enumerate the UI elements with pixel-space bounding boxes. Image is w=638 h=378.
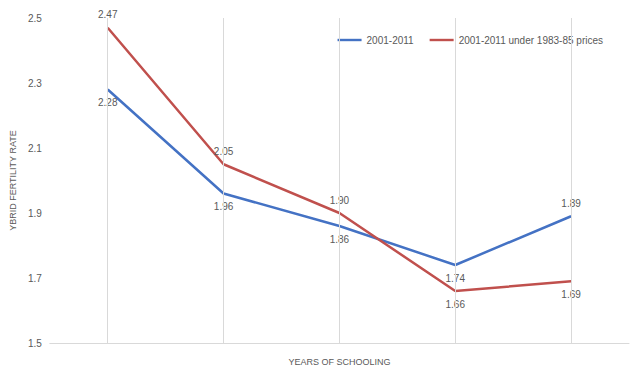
svg-text:2.1: 2.1 (28, 143, 42, 154)
svg-text:1.69: 1.69 (561, 288, 581, 300)
svg-text:2.28: 2.28 (98, 97, 118, 108)
svg-text:2.5: 2.5 (28, 13, 42, 24)
svg-text:1.89: 1.89 (561, 197, 581, 209)
svg-text:1.74: 1.74 (445, 272, 465, 284)
svg-text:1.7: 1.7 (28, 273, 42, 284)
svg-text:YBRID FERTILITY RATE: YBRID FERTILITY RATE (8, 130, 18, 231)
svg-text:2.3: 2.3 (28, 78, 42, 89)
svg-text:2001-2011: 2001-2011 (367, 35, 415, 46)
svg-text:2.05: 2.05 (213, 145, 234, 157)
svg-text:2001-2011 under 1983-85 prices: 2001-2011 under 1983-85 prices (459, 35, 603, 46)
svg-text:1.66: 1.66 (445, 298, 465, 310)
svg-text:1.9: 1.9 (28, 208, 42, 219)
svg-text:2.47: 2.47 (98, 9, 118, 21)
svg-text:YEARS OF SCHOOLING: YEARS OF SCHOOLING (288, 357, 390, 367)
svg-text:1.5: 1.5 (28, 338, 42, 349)
svg-text:1.86: 1.86 (329, 233, 350, 245)
svg-text:1.90: 1.90 (329, 194, 350, 206)
svg-text:1.96: 1.96 (213, 201, 234, 212)
